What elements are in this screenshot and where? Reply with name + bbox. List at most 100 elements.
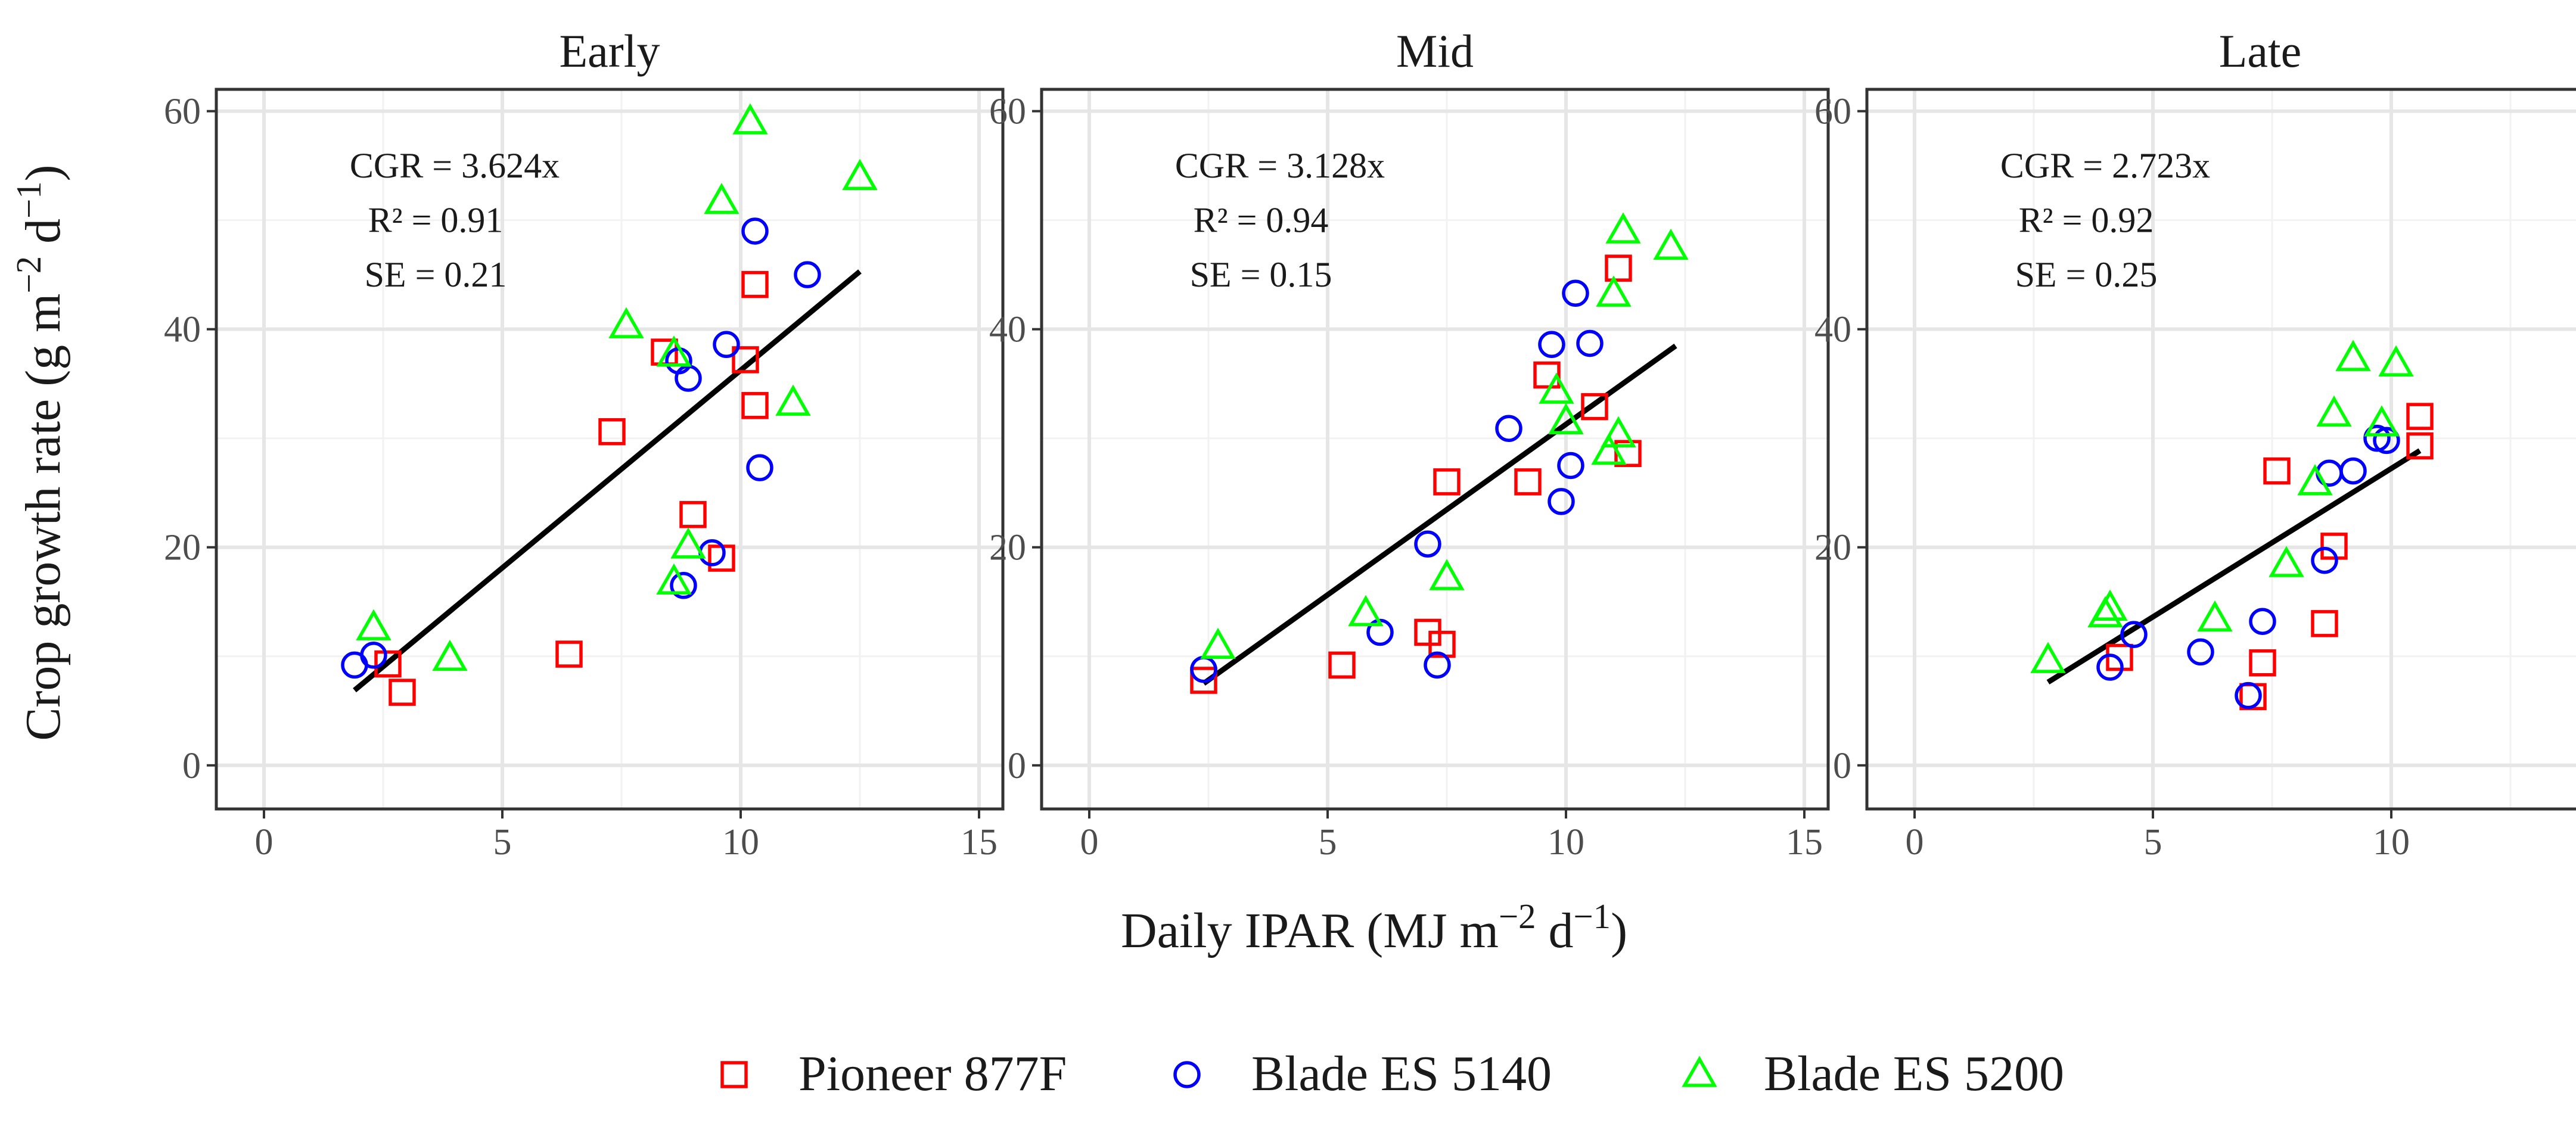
annotation-line: R² = 0.94 bbox=[1194, 201, 1329, 240]
data-point bbox=[2320, 533, 2348, 560]
annotation-line: SE = 0.15 bbox=[1190, 255, 1332, 294]
regression-line bbox=[353, 269, 862, 693]
x-tick-label: 5 bbox=[2144, 822, 2162, 863]
data-point bbox=[842, 158, 878, 191]
data-point bbox=[1348, 595, 1384, 627]
data-point bbox=[1601, 416, 1636, 447]
data-point bbox=[2269, 546, 2304, 577]
y-tick-label: 40 bbox=[1814, 310, 1851, 350]
y-tick-label: 20 bbox=[989, 528, 1026, 568]
data-point bbox=[356, 609, 391, 640]
x-tick-label: 0 bbox=[255, 822, 274, 863]
panel-border bbox=[1865, 88, 2576, 811]
data-point bbox=[1548, 488, 1575, 515]
data-point bbox=[1414, 530, 1441, 558]
x-tick-label: 15 bbox=[1786, 822, 1823, 863]
data-point bbox=[1539, 372, 1574, 404]
data-point bbox=[1562, 279, 1589, 307]
data-point bbox=[2406, 432, 2434, 460]
data-point bbox=[2406, 403, 2434, 430]
data-point bbox=[741, 217, 769, 245]
data-point bbox=[2263, 457, 2291, 485]
data-point bbox=[670, 527, 706, 559]
data-point bbox=[2378, 345, 2414, 376]
x-axis-title: Daily IPAR (MJ m−2 d−1) bbox=[1121, 897, 1627, 959]
data-point bbox=[1428, 630, 1456, 658]
annotation-line: R² = 0.91 bbox=[368, 201, 504, 240]
data-point bbox=[2335, 340, 2371, 371]
legend-key-circle bbox=[1173, 1061, 1201, 1088]
data-point bbox=[1591, 433, 1627, 465]
x-tick-label: 10 bbox=[722, 822, 759, 863]
legend-entry: Pioneer 877F bbox=[720, 1046, 1067, 1101]
data-point bbox=[2092, 589, 2128, 621]
data-point bbox=[389, 679, 416, 706]
y-tick-label: 40 bbox=[989, 310, 1026, 350]
y-tick-label: 60 bbox=[989, 92, 1026, 132]
data-point bbox=[555, 640, 583, 668]
data-point bbox=[732, 103, 768, 135]
data-point bbox=[670, 572, 697, 599]
legend-label: Blade ES 5140 bbox=[1251, 1046, 1552, 1101]
x-tick-label: 10 bbox=[2373, 822, 2410, 863]
panel-early: 0 5 10 15 0 20 40 60 Early CGR = 3.624x R² = 0.91 S… bbox=[164, 25, 1005, 863]
data-point bbox=[1433, 468, 1461, 496]
data-point bbox=[2363, 424, 2391, 452]
data-point bbox=[1514, 468, 1542, 496]
annotation-line: CGR = 3.624x bbox=[350, 146, 560, 185]
data-point bbox=[1429, 559, 1465, 590]
regression-line bbox=[2046, 448, 2422, 685]
data-point bbox=[2373, 427, 2400, 455]
panel-border bbox=[1040, 88, 1830, 811]
annotation-line: CGR = 3.128x bbox=[1175, 146, 1385, 185]
y-axis-title: Crop growth rate (g m−2 d−1) bbox=[10, 164, 72, 740]
data-point bbox=[2197, 600, 2233, 632]
data-point bbox=[1424, 651, 1451, 679]
annotation-line: R² = 0.92 bbox=[2019, 201, 2154, 240]
data-point bbox=[1495, 415, 1522, 442]
data-point bbox=[2235, 681, 2262, 709]
panel-title: Late bbox=[2219, 25, 2302, 77]
panel-background bbox=[1867, 89, 2576, 809]
panel-title: Early bbox=[560, 25, 660, 77]
data-point bbox=[598, 418, 626, 446]
data-point bbox=[1653, 228, 1689, 260]
y-tick-label: 60 bbox=[1814, 92, 1851, 132]
data-point bbox=[1200, 627, 1236, 659]
data-point bbox=[1557, 452, 1584, 480]
data-point bbox=[1533, 361, 1561, 389]
data-point bbox=[360, 642, 387, 669]
data-point bbox=[1614, 440, 1642, 468]
y-tick-label: 60 bbox=[164, 92, 201, 132]
data-point bbox=[746, 454, 773, 481]
data-point bbox=[794, 261, 821, 288]
data-point bbox=[2311, 610, 2338, 637]
panel-background bbox=[1042, 89, 1828, 809]
legend-key-triangle bbox=[1682, 1056, 1717, 1087]
y-tick-label: 0 bbox=[1008, 746, 1026, 786]
data-point bbox=[1328, 651, 1356, 679]
data-point bbox=[2030, 642, 2066, 673]
data-point bbox=[374, 650, 402, 678]
data-point bbox=[775, 384, 811, 416]
x-tick-label: 15 bbox=[961, 822, 998, 863]
panel-mid: 0 5 10 15 0 20 40 60 Mid CGR = 3.128x R² = 0.94 SE … bbox=[989, 25, 1830, 863]
legend-entry: Blade ES 5140 bbox=[1173, 1046, 1552, 1101]
y-tick-label: 20 bbox=[164, 528, 201, 568]
data-point bbox=[2297, 464, 2333, 496]
data-point bbox=[432, 639, 468, 671]
data-point bbox=[656, 563, 692, 595]
annotation-line: CGR = 2.723x bbox=[2000, 146, 2210, 185]
legend-label: Pioneer 877F bbox=[798, 1046, 1067, 1101]
x-tick-label: 0 bbox=[1906, 822, 1924, 863]
x-tick-label: 5 bbox=[1319, 822, 1337, 863]
data-point bbox=[2187, 638, 2214, 666]
data-point bbox=[704, 182, 739, 214]
data-point bbox=[741, 270, 769, 298]
data-point bbox=[2106, 643, 2133, 671]
data-point bbox=[1190, 667, 1217, 694]
legend-entry: Blade ES 5200 bbox=[1682, 1046, 2064, 1101]
y-tick-label: 0 bbox=[182, 746, 201, 786]
